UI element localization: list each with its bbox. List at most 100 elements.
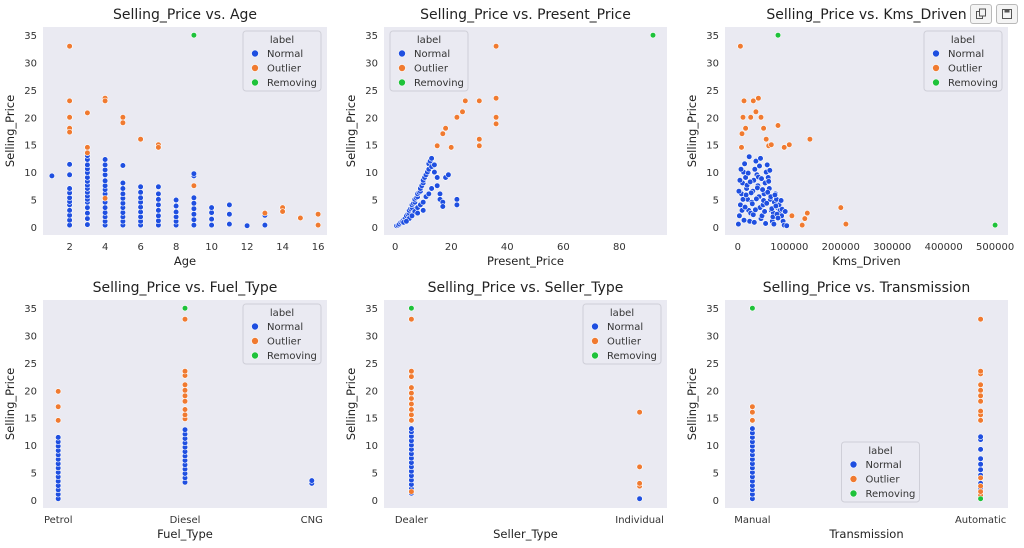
legend-label: Removing (267, 351, 317, 362)
data-point-outlier (749, 417, 756, 424)
data-point-outlier (977, 474, 984, 482)
data-point-normal (783, 222, 790, 229)
legend-box (582, 303, 662, 365)
data-point-normal (84, 221, 91, 228)
data-point-normal (453, 201, 461, 208)
data-point-outlier (66, 43, 73, 50)
data-point-normal (137, 194, 144, 201)
data-point-outlier (804, 210, 811, 217)
data-point-outlier (760, 125, 767, 132)
data-point-normal (84, 215, 91, 222)
data-point-outlier (181, 406, 189, 413)
data-point-normal (155, 201, 162, 208)
data-point-normal (208, 222, 215, 229)
x-tick-label: 8 (173, 242, 179, 253)
y-tick-label: 10 (24, 441, 37, 452)
data-point-outlier (749, 403, 756, 410)
save-button[interactable] (996, 4, 1018, 24)
data-point-normal (977, 455, 984, 462)
y-tick-label: 30 (706, 332, 719, 343)
data-point-normal (155, 196, 162, 203)
chart-title: Selling_Price vs. Fuel_Type (93, 280, 278, 296)
data-point-normal (173, 208, 180, 216)
legend-label: Removing (414, 78, 464, 89)
data-point-normal (764, 161, 771, 168)
data-point-normal (434, 182, 441, 189)
y-axis-label: Selling_Price (344, 95, 358, 167)
x-tick-label: 300000 (873, 242, 911, 253)
copy-button[interactable] (970, 4, 992, 24)
data-point-normal (774, 214, 782, 222)
data-point-outlier (66, 114, 73, 121)
y-tick-label: 10 (706, 168, 719, 179)
x-tick-label: 60 (557, 242, 570, 253)
data-point-normal (208, 216, 215, 223)
data-point-outlier (750, 97, 757, 104)
data-point-outlier (453, 114, 461, 121)
data-point-normal (772, 202, 780, 210)
data-point-normal (181, 426, 189, 433)
data-point-outlier (66, 129, 73, 136)
x-tick-label: 100000 (770, 242, 808, 253)
y-tick-label: 20 (24, 113, 37, 124)
x-tick-label: Petrol (44, 515, 73, 526)
chart-toolbar (970, 4, 1018, 24)
legend-marker (591, 351, 599, 360)
data-point-normal (749, 200, 756, 207)
data-point-outlier (786, 141, 793, 148)
legend-label: Removing (948, 78, 998, 89)
data-point-normal (763, 200, 770, 207)
data-point-outlier (181, 411, 189, 419)
legend-label: Removing (866, 489, 916, 500)
data-point-outlier (636, 409, 643, 416)
data-point-outlier (738, 130, 746, 137)
data-point-outlier (977, 387, 984, 394)
data-point-outlier (181, 387, 189, 394)
data-point-outlier (493, 114, 500, 121)
data-point-outlier (408, 417, 415, 424)
data-point-normal (101, 204, 109, 211)
data-point-outlier (408, 488, 415, 495)
legend-marker (251, 49, 259, 58)
x-axis-label: Transmission (828, 527, 903, 541)
y-tick-label: 10 (365, 441, 378, 452)
legend-marker (251, 322, 259, 331)
y-tick-label: 35 (24, 31, 37, 42)
legend-label: Outlier (414, 64, 449, 75)
data-point-normal (762, 220, 769, 227)
x-tick-label: 20 (445, 242, 458, 253)
y-tick-label: 5 (31, 468, 37, 479)
data-point-outlier (408, 411, 415, 419)
legend: label Normal Outlier Removing (242, 30, 322, 92)
data-point-outlier (788, 212, 796, 219)
y-tick-label: 5 (713, 195, 719, 206)
data-point-outlier (101, 195, 109, 202)
data-point-outlier (434, 142, 441, 149)
data-point-outlier (977, 381, 984, 388)
y-axis-label: Selling_Price (685, 368, 699, 440)
legend-title: label (270, 308, 294, 319)
data-point-normal (84, 161, 91, 168)
data-point-outlier (155, 144, 162, 151)
legend-box (242, 30, 322, 92)
chart-panel: 0 5 10 15 20 25 30 35 Dealer Individual Selling_Pr… (344, 280, 667, 541)
y-tick-label: 25 (24, 86, 37, 97)
data-point-outlier (774, 122, 782, 129)
legend-label: Normal (948, 49, 984, 60)
data-point-normal (428, 155, 435, 162)
data-point-normal (155, 183, 162, 190)
data-point-normal (119, 179, 126, 187)
data-point-normal (765, 178, 772, 185)
data-point-normal (190, 194, 197, 201)
x-tick-label: Diesel (170, 515, 201, 526)
legend-label: Normal (414, 49, 450, 60)
data-point-outlier (462, 97, 469, 104)
data-point-normal (420, 207, 427, 214)
data-point-outlier (408, 373, 415, 380)
legend-label: Removing (267, 78, 317, 89)
legend-label: Normal (607, 322, 643, 333)
data-point-outlier (181, 392, 189, 399)
data-point-normal (735, 221, 742, 228)
chart-panel: 0 5 10 15 20 25 30 35 0 20 40 60 80 Selling_Price vs.… (344, 7, 667, 268)
data-point-outlier (439, 130, 446, 137)
